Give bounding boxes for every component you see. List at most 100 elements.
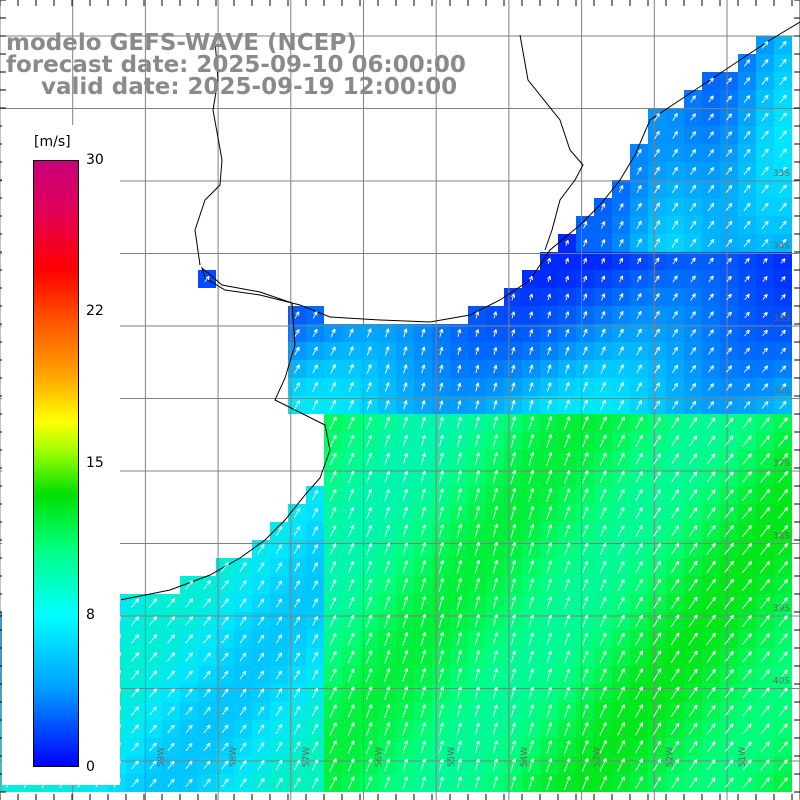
wind-arrow bbox=[780, 329, 786, 337]
wind-arrow bbox=[635, 416, 643, 430]
wind-arrow bbox=[384, 416, 391, 430]
wind-arrow bbox=[780, 276, 786, 282]
wind-arrow bbox=[672, 130, 678, 139]
wind-arrow bbox=[726, 275, 732, 283]
wind-arrow bbox=[743, 238, 751, 247]
wind-arrow bbox=[475, 382, 480, 392]
wind-arrow bbox=[689, 400, 697, 410]
wind-arrow bbox=[654, 293, 660, 301]
wind-arrow bbox=[617, 506, 625, 519]
wind-arrow bbox=[402, 452, 408, 465]
wind-arrow bbox=[384, 470, 390, 483]
wind-arrow bbox=[366, 596, 373, 610]
wind-arrow bbox=[726, 311, 732, 319]
wind-arrow bbox=[546, 632, 553, 646]
wind-arrow bbox=[420, 649, 427, 664]
wind-arrow bbox=[493, 400, 498, 410]
wind-arrow bbox=[617, 632, 625, 646]
wind-arrow bbox=[581, 739, 589, 754]
wind-arrow bbox=[185, 616, 194, 626]
wind-arrow bbox=[403, 364, 408, 374]
wind-arrow bbox=[185, 580, 194, 590]
wind-arrow bbox=[760, 633, 770, 645]
wind-arrow bbox=[635, 471, 643, 483]
wind-arrow bbox=[239, 598, 247, 608]
wind-arrow bbox=[510, 560, 517, 574]
wind-arrow bbox=[438, 758, 444, 772]
wind-arrow bbox=[528, 275, 533, 283]
wind-arrow bbox=[312, 346, 318, 356]
wind-arrow bbox=[311, 705, 319, 717]
wind-arrow bbox=[456, 686, 462, 700]
wind-arrow bbox=[276, 616, 283, 626]
border-line bbox=[519, 34, 584, 251]
wind-arrow bbox=[564, 686, 571, 700]
wind-arrow bbox=[510, 311, 516, 319]
wind-arrow bbox=[564, 632, 571, 646]
wind-arrow bbox=[564, 578, 571, 592]
wind-arrow bbox=[761, 202, 769, 212]
wind-arrow bbox=[744, 365, 751, 373]
wind-arrow bbox=[706, 705, 716, 717]
wind-arrow bbox=[365, 686, 373, 700]
wind-arrow bbox=[742, 777, 752, 789]
wind-arrow bbox=[706, 777, 716, 789]
wind-arrow bbox=[617, 416, 625, 430]
wind-arrow bbox=[348, 470, 355, 483]
wind-arrow bbox=[761, 41, 769, 49]
wind-arrow bbox=[457, 400, 462, 410]
wind-arrow bbox=[742, 723, 752, 735]
wind-arrow bbox=[403, 382, 408, 392]
wind-arrow bbox=[670, 578, 680, 592]
wind-arrow bbox=[581, 722, 589, 736]
wind-arrow bbox=[706, 614, 716, 628]
wind-arrow bbox=[635, 525, 643, 537]
wind-arrow bbox=[457, 382, 462, 392]
wind-arrow bbox=[546, 704, 553, 718]
wind-arrow bbox=[706, 435, 716, 447]
wind-arrow bbox=[670, 543, 680, 555]
wind-arrow bbox=[474, 523, 481, 538]
wind-arrow bbox=[185, 742, 193, 752]
wind-arrow bbox=[294, 382, 300, 392]
wind-arrow bbox=[654, 220, 661, 230]
wind-arrow bbox=[563, 757, 571, 772]
wind-arrow bbox=[726, 293, 732, 301]
wind-arrow bbox=[672, 275, 678, 283]
wind-arrow bbox=[294, 364, 300, 374]
wind-arrow bbox=[438, 452, 444, 466]
wind-arrow bbox=[366, 524, 372, 537]
wind-arrow bbox=[510, 614, 516, 628]
wind-arrow bbox=[706, 650, 716, 664]
wind-arrow bbox=[329, 561, 337, 573]
wind-arrow bbox=[724, 417, 734, 429]
wind-arrow bbox=[474, 614, 481, 628]
wind-arrow bbox=[599, 560, 607, 573]
wind-arrow bbox=[600, 310, 606, 319]
wind-arrow bbox=[366, 416, 373, 430]
wind-arrow bbox=[635, 560, 643, 573]
wind-arrow bbox=[438, 542, 445, 556]
wind-arrow bbox=[635, 543, 643, 555]
wind-arrow bbox=[600, 328, 606, 338]
wind-arrow bbox=[546, 433, 553, 448]
wind-arrow bbox=[653, 525, 661, 537]
wind-arrow bbox=[293, 400, 301, 410]
wind-arrow bbox=[708, 293, 714, 301]
wind-arrow bbox=[329, 668, 337, 682]
wind-arrow bbox=[185, 670, 193, 680]
wind-arrow bbox=[564, 257, 569, 265]
wind-arrow bbox=[185, 598, 194, 608]
wind-arrow bbox=[688, 596, 698, 610]
title-valid-date: valid date: 2025-09-19 12:00:00 bbox=[41, 74, 458, 100]
wind-arrow bbox=[312, 669, 318, 681]
wind-arrow bbox=[293, 759, 301, 771]
wind-arrow bbox=[654, 275, 660, 283]
wind-arrow bbox=[330, 381, 336, 392]
wind-arrow bbox=[438, 595, 445, 610]
wind-arrow bbox=[421, 346, 426, 356]
wind-arrow bbox=[599, 506, 607, 520]
wind-arrow bbox=[420, 740, 426, 754]
wind-arrow bbox=[528, 704, 534, 718]
wind-arrow bbox=[257, 616, 265, 626]
